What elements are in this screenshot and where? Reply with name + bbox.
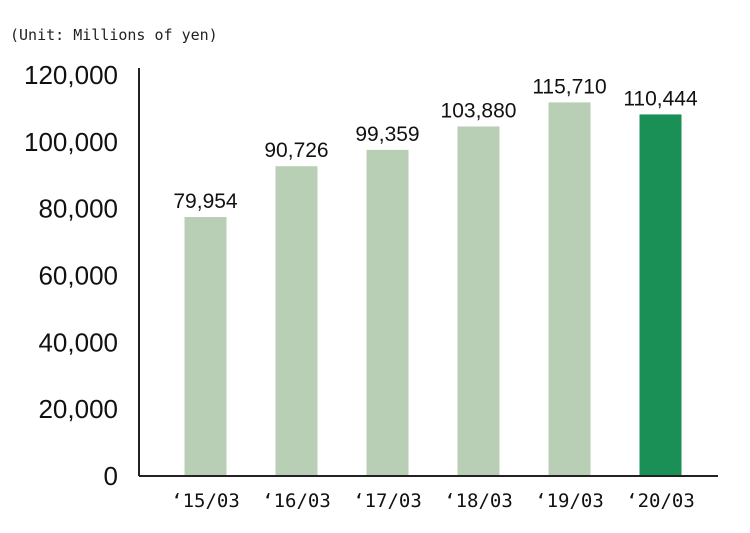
x-tick-label: ‘15/03 (171, 490, 240, 512)
y-tick-label: 80,000 (38, 194, 118, 224)
y-tick-label: 60,000 (38, 261, 118, 291)
bar (548, 102, 591, 476)
x-axis-ticks: ‘15/03 ‘16/03 ‘17/03 ‘18/03 ‘19/03 ‘20/03 (171, 490, 695, 512)
bar (184, 217, 227, 477)
y-tick-label: 40,000 (38, 327, 118, 357)
y-axis-ticks: 0 20,000 40,000 60,000 80,000 100,000 120,000 (24, 60, 118, 491)
bar (366, 149, 409, 476)
bars (184, 102, 682, 477)
data-label: 115,710 (532, 75, 606, 98)
data-label: 103,880 (441, 99, 517, 122)
y-tick-label: 0 (104, 461, 118, 491)
x-tick-label: ‘16/03 (262, 490, 331, 512)
data-label: 79,954 (173, 190, 238, 213)
data-labels: 79,954 90,726 99,359 103,880 115,710 110,444 (173, 75, 698, 213)
x-tick-label: ‘18/03 (444, 490, 513, 512)
y-tick-label: 100,000 (24, 127, 118, 157)
bar (457, 126, 500, 476)
bar (639, 114, 682, 476)
x-tick-label: ‘17/03 (353, 490, 422, 512)
bar (275, 166, 318, 477)
x-tick-label: ‘19/03 (535, 490, 604, 512)
y-tick-label: 120,000 (24, 60, 118, 90)
data-label: 90,726 (264, 139, 328, 162)
data-label: 110,444 (623, 87, 698, 110)
x-tick-label: ‘20/03 (626, 490, 695, 512)
unit-note: (Unit: Millions of yen) (10, 26, 218, 44)
data-label: 99,359 (355, 123, 419, 146)
y-tick-label: 20,000 (38, 394, 118, 424)
